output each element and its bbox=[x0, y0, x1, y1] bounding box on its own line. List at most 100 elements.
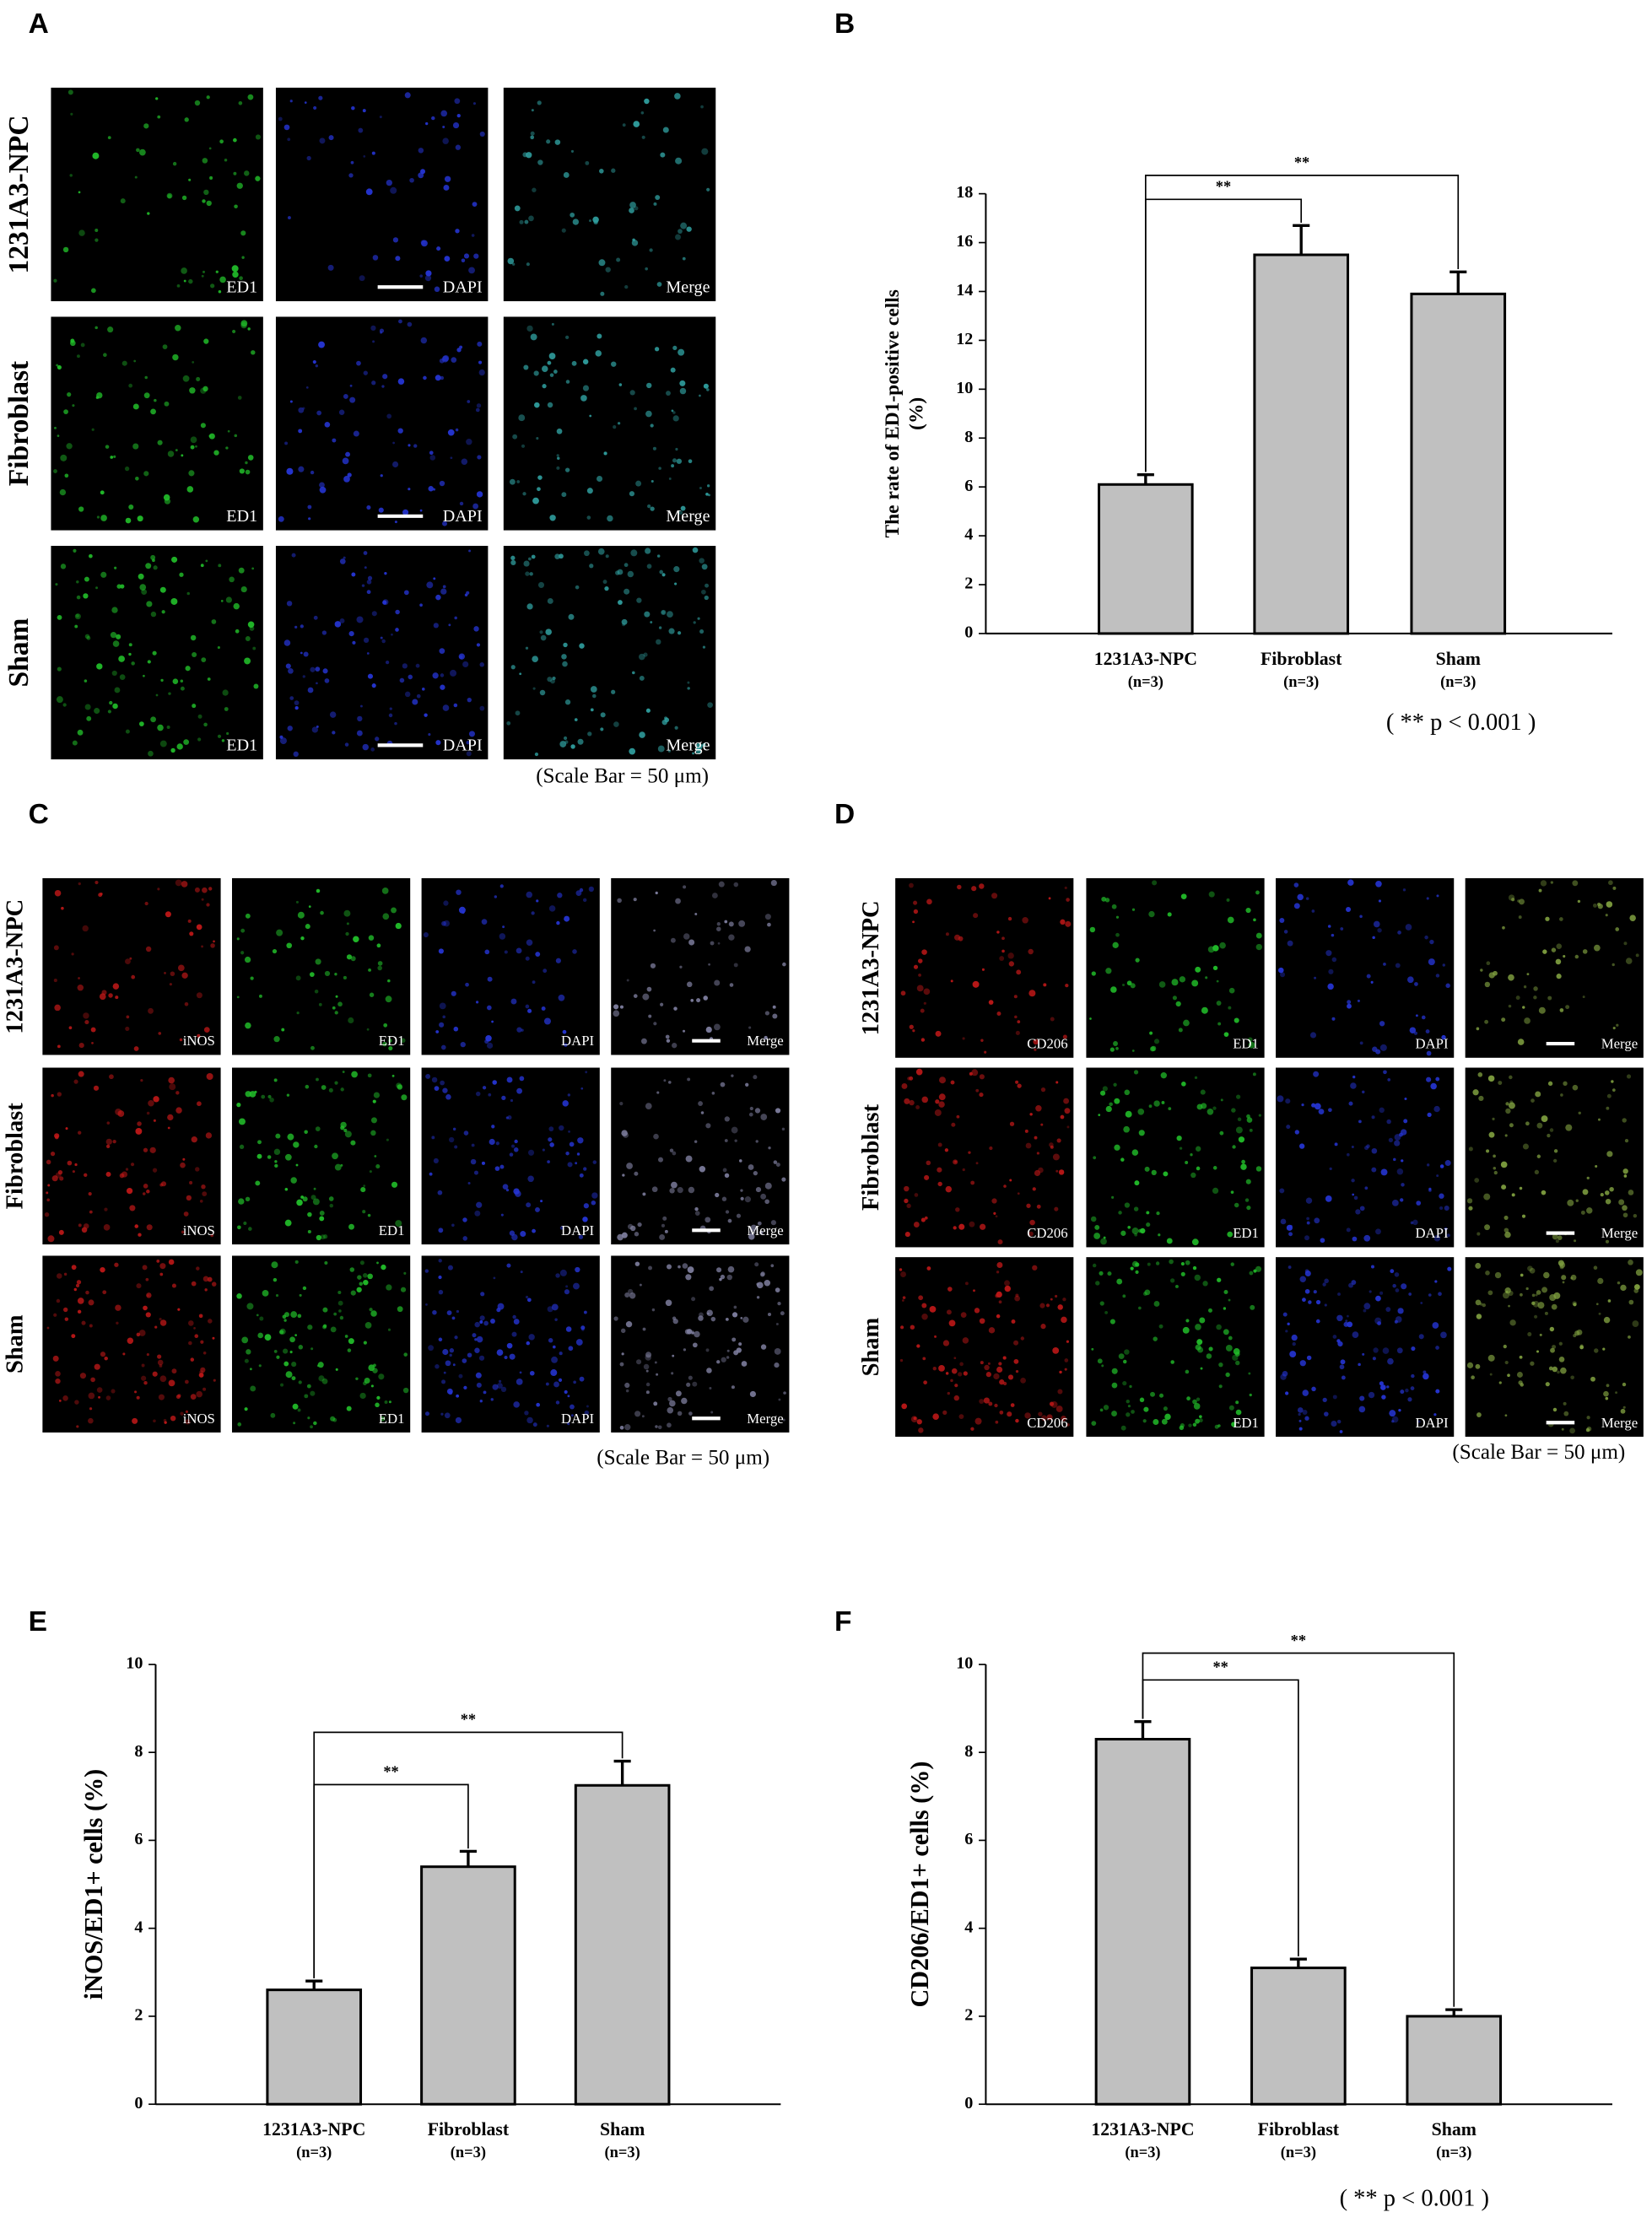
cell-dot bbox=[972, 980, 980, 988]
cell-dot bbox=[1127, 1405, 1131, 1408]
micrograph bbox=[611, 1255, 790, 1433]
cell-dot bbox=[367, 1273, 373, 1280]
cell-dot bbox=[1410, 1221, 1414, 1225]
cell-dot bbox=[202, 199, 206, 203]
cell-dot bbox=[673, 1006, 678, 1011]
cell-dot bbox=[218, 564, 222, 568]
cell-dot bbox=[1299, 1360, 1306, 1367]
cell-dot bbox=[285, 663, 291, 669]
cell-dot bbox=[236, 995, 240, 999]
cell-dot bbox=[1244, 1198, 1250, 1202]
cell-dot bbox=[213, 450, 219, 456]
cell-dot bbox=[641, 1415, 645, 1418]
cell-dot bbox=[170, 971, 175, 977]
x-tick-note: (n=3) bbox=[605, 2144, 640, 2161]
cell-dot bbox=[438, 1289, 444, 1295]
cell-dot bbox=[781, 1177, 786, 1182]
cell-dot bbox=[635, 480, 642, 487]
cell-dot bbox=[157, 440, 163, 445]
cell-dot bbox=[519, 219, 524, 224]
cell-dot bbox=[421, 688, 425, 691]
cell-dot bbox=[733, 1305, 737, 1309]
cell-dot bbox=[1305, 1197, 1313, 1204]
cell-dot bbox=[88, 1392, 95, 1400]
cell-dot bbox=[655, 891, 658, 895]
cell-dot bbox=[181, 881, 188, 888]
cell-dot bbox=[1586, 1416, 1590, 1420]
cell-dot bbox=[571, 360, 577, 366]
cell-dot bbox=[154, 1325, 158, 1329]
cell-dot bbox=[634, 1261, 640, 1266]
cell-dot bbox=[532, 656, 538, 662]
cell-dot bbox=[449, 1348, 455, 1353]
cell-dot bbox=[764, 1182, 772, 1190]
cell-dot bbox=[672, 345, 678, 351]
cell-dot bbox=[695, 742, 703, 750]
scale-note: (Scale Bar = 50 μm) bbox=[1452, 1441, 1625, 1464]
cell-dot bbox=[1050, 1145, 1054, 1149]
cell-dot bbox=[363, 370, 368, 375]
cell-dot bbox=[575, 1266, 580, 1273]
cell-dot bbox=[1561, 1427, 1564, 1431]
cell-dot bbox=[1492, 1117, 1495, 1120]
cell-dot bbox=[622, 1174, 625, 1177]
row-label: Sham bbox=[3, 618, 35, 688]
cell-dot bbox=[570, 212, 575, 218]
cell-dot bbox=[476, 1335, 483, 1343]
cell-dot bbox=[1220, 1098, 1223, 1102]
cell-dot bbox=[200, 423, 206, 429]
cell-dot bbox=[1056, 1138, 1061, 1143]
cell-dot bbox=[318, 95, 323, 100]
cell-dot bbox=[1352, 1075, 1356, 1079]
cell-dot bbox=[653, 929, 656, 932]
micrograph bbox=[1086, 1067, 1265, 1248]
cell-dot bbox=[189, 931, 194, 936]
cell-dot bbox=[1015, 1418, 1019, 1423]
cell-dot bbox=[686, 226, 692, 232]
cell-dot bbox=[640, 1038, 647, 1044]
cell-dot bbox=[1493, 970, 1498, 976]
cell-dot bbox=[1535, 1091, 1541, 1098]
cell-dot bbox=[583, 1167, 587, 1171]
cell-dot bbox=[74, 1400, 79, 1405]
y-tick-label: 6 bbox=[964, 477, 973, 495]
cell-dot bbox=[145, 1312, 151, 1318]
cell-dot bbox=[1034, 1136, 1038, 1140]
cell-dot bbox=[1433, 1413, 1437, 1416]
channel-label: ED1 bbox=[1233, 1225, 1259, 1241]
cell-dot bbox=[1043, 983, 1047, 987]
cell-dot bbox=[547, 597, 553, 604]
cell-dot bbox=[738, 1342, 742, 1346]
cell-dot bbox=[390, 186, 397, 194]
cell-dot bbox=[1066, 1423, 1070, 1427]
cell-dot bbox=[924, 1174, 930, 1180]
cell-dot bbox=[653, 1022, 657, 1026]
cell-dot bbox=[442, 704, 450, 711]
cell-dot bbox=[1105, 968, 1112, 974]
cell-dot bbox=[283, 1348, 289, 1354]
cell-dot bbox=[580, 1325, 586, 1330]
cell-dot bbox=[1530, 1361, 1535, 1366]
cell-dot bbox=[1541, 1190, 1547, 1195]
cell-dot bbox=[696, 998, 701, 1003]
cell-dot bbox=[1394, 1319, 1398, 1324]
cell-dot bbox=[626, 979, 629, 982]
cell-dot bbox=[1494, 1271, 1502, 1279]
cell-dot bbox=[471, 1143, 475, 1147]
cell-dot bbox=[46, 1191, 49, 1195]
cell-dot bbox=[452, 1363, 456, 1367]
cell-dot bbox=[777, 1301, 781, 1306]
cell-dot bbox=[1301, 1103, 1304, 1107]
cell-dot bbox=[313, 615, 318, 620]
cell-dot bbox=[436, 246, 441, 251]
cell-dot bbox=[366, 504, 371, 510]
cell-dot bbox=[74, 613, 81, 620]
cell-dot bbox=[78, 1071, 84, 1077]
cell-dot bbox=[523, 364, 529, 370]
cell-dot bbox=[1407, 1397, 1412, 1402]
cell-dot bbox=[970, 1427, 974, 1431]
cell-dot bbox=[1418, 1334, 1424, 1340]
cell-dot bbox=[1347, 1000, 1352, 1005]
cell-dot bbox=[1025, 1142, 1032, 1149]
cell-dot bbox=[1359, 1041, 1363, 1045]
